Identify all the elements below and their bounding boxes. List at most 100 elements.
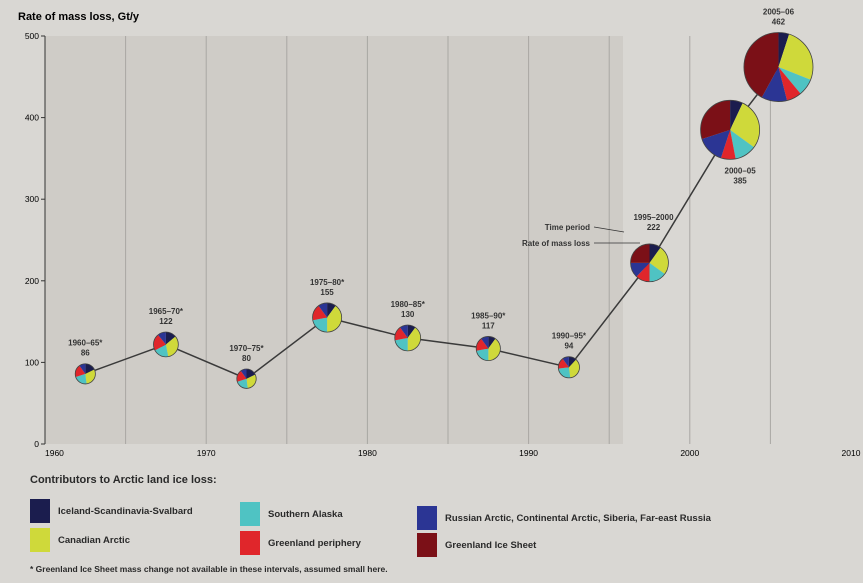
pie-outline — [153, 331, 179, 358]
x-tick-label: 2010 — [842, 448, 861, 458]
pie-value-label: 117 — [482, 321, 495, 330]
pie-slice — [312, 317, 328, 333]
pie-value-label: 385 — [733, 176, 747, 185]
legend-swatch — [30, 499, 50, 523]
grid-lines — [125, 36, 771, 444]
pie-period-label: 1960–65* — [68, 339, 103, 348]
pie-slice — [236, 370, 247, 382]
pie-slice — [558, 358, 569, 369]
pie-slice — [240, 369, 247, 379]
pie-2005–06 — [743, 32, 814, 102]
pie-slice — [246, 369, 256, 379]
pie-outline — [394, 324, 422, 352]
pie-value-label: 122 — [159, 317, 173, 326]
legend-swatch — [240, 531, 260, 555]
pie-slice — [702, 129, 731, 158]
pie-period-label: 1975–80* — [310, 278, 345, 287]
pie-slice — [476, 348, 489, 361]
pie-outline — [557, 356, 580, 379]
pie-slice — [75, 365, 86, 377]
pie-slice — [157, 332, 166, 345]
pie-slice — [649, 247, 669, 274]
pie-slice — [778, 32, 790, 68]
series-polyline — [85, 66, 780, 380]
pie-outline — [312, 302, 343, 333]
x-tick-label: 1970 — [197, 448, 216, 458]
legend-item-greenland-periphery: Greenland periphery — [240, 531, 361, 555]
pie-slice — [394, 337, 408, 351]
pie-outline — [630, 243, 669, 283]
pie-slice — [730, 100, 743, 130]
legend-item-southern-alaska: Southern Alaska — [240, 502, 343, 526]
pie-slice — [649, 262, 665, 282]
legend-label: Greenland periphery — [268, 537, 361, 549]
legend-title: Contributors to Arctic land ice loss: — [30, 474, 217, 486]
pie-slice — [488, 338, 501, 361]
legend-swatch — [417, 506, 437, 530]
pie-slice — [630, 243, 650, 263]
pie-slice — [318, 302, 328, 318]
legend-swatch — [417, 533, 437, 557]
pie-outline — [475, 336, 501, 362]
pie-period-label: 2005–06 — [763, 7, 795, 16]
pie-outline — [700, 99, 761, 160]
pie-slice — [562, 356, 569, 368]
legend-item-russian-arctic: Russian Arctic, Continental Arctic, Sibe… — [417, 506, 711, 530]
pie-period-label: 1980–85* — [391, 300, 426, 309]
callout-rate: Rate of mass loss — [522, 239, 591, 248]
pie-slice — [778, 34, 813, 80]
pie-slice — [568, 356, 577, 368]
pie-slice — [761, 67, 788, 102]
pie-slice — [165, 336, 179, 357]
y-tick-label: 200 — [25, 276, 39, 286]
pie-slice — [237, 378, 248, 389]
point-labels: 1960–65*861965–70*1221970–75*801975–80*1… — [68, 7, 794, 363]
y-tick-label: 500 — [25, 31, 39, 41]
pie-slice — [155, 344, 169, 357]
pie-slice — [400, 324, 408, 338]
pie-slice — [568, 359, 580, 378]
y-axis-label: Rate of mass loss, Gt/y — [18, 11, 140, 23]
pie-slice — [730, 129, 754, 159]
legend-label: Southern Alaska — [268, 508, 343, 520]
pie-period-label: 1995–2000 — [633, 213, 674, 222]
pie-value-label: 86 — [81, 349, 90, 358]
callout: Time period Rate of mass loss — [522, 223, 640, 248]
pie-value-label: 94 — [564, 342, 573, 351]
pie-value-label: 130 — [401, 310, 415, 319]
series-line — [85, 66, 780, 380]
pie-slice — [730, 103, 760, 148]
callout-line-period — [593, 226, 625, 233]
pie-1990–95* — [557, 356, 580, 379]
pie-period-label: 1990–95* — [552, 332, 587, 341]
pie-period-label: 1970–75* — [229, 344, 264, 353]
pie-value-label: 155 — [320, 288, 334, 297]
pie-1965–70* — [153, 331, 179, 358]
pie-1975–80* — [312, 302, 343, 333]
y-tick-label: 0 — [34, 439, 39, 449]
pie-slice — [700, 100, 731, 139]
shaded-region — [45, 36, 623, 444]
pies — [74, 32, 814, 389]
pie-period-label: 1965–70* — [149, 307, 184, 316]
pie-slice — [778, 67, 801, 101]
legend-label: Iceland-Scandinavia-Svalbard — [58, 505, 193, 517]
pie-outline — [74, 363, 96, 385]
pie-slice — [488, 336, 496, 349]
pie-slice — [630, 262, 650, 277]
pie-value-label: 80 — [242, 354, 251, 363]
pie-slice — [743, 32, 779, 98]
pie-slice — [394, 327, 408, 341]
legend-label: Greenland Ice Sheet — [445, 539, 537, 551]
pie-period-label: 2000–05 — [725, 166, 757, 175]
legend-item-greenland-ice-sheet: Greenland Ice Sheet — [417, 533, 536, 557]
pie-period-label: 1985–90* — [471, 311, 506, 320]
pie-slice — [407, 324, 416, 338]
axes: 0 100 200 300 400 500 1960 1970 1980 1990 2000 2010 — [25, 31, 861, 458]
pie-slice — [312, 305, 328, 321]
legend-swatch — [240, 502, 260, 526]
pie-1985–90* — [475, 336, 501, 362]
y-tick-label: 400 — [25, 113, 39, 123]
pie-slice — [649, 243, 661, 263]
